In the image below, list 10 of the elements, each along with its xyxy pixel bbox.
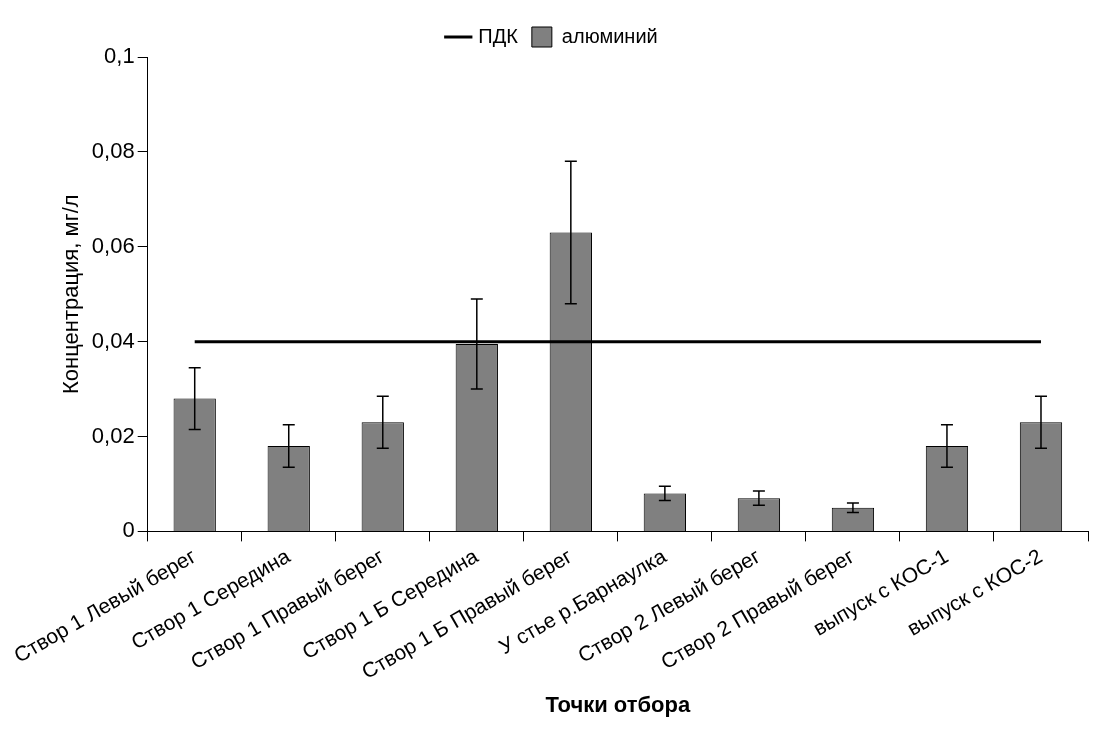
x-axis-title: Точки отбора — [545, 691, 691, 717]
legend-label: ПДК — [478, 24, 519, 47]
legend-label: алюминий — [561, 24, 658, 47]
y-axis-title: Концентрация, мг/л — [57, 194, 83, 394]
y-tick-label: 0,02 — [91, 422, 135, 448]
y-tick-label: 0 — [122, 517, 135, 543]
y-tick-label: 0,06 — [91, 232, 135, 258]
y-tick-label: 0,04 — [91, 327, 135, 353]
y-tick-label: 0,1 — [104, 43, 135, 69]
y-tick-label: 0,08 — [91, 137, 135, 163]
